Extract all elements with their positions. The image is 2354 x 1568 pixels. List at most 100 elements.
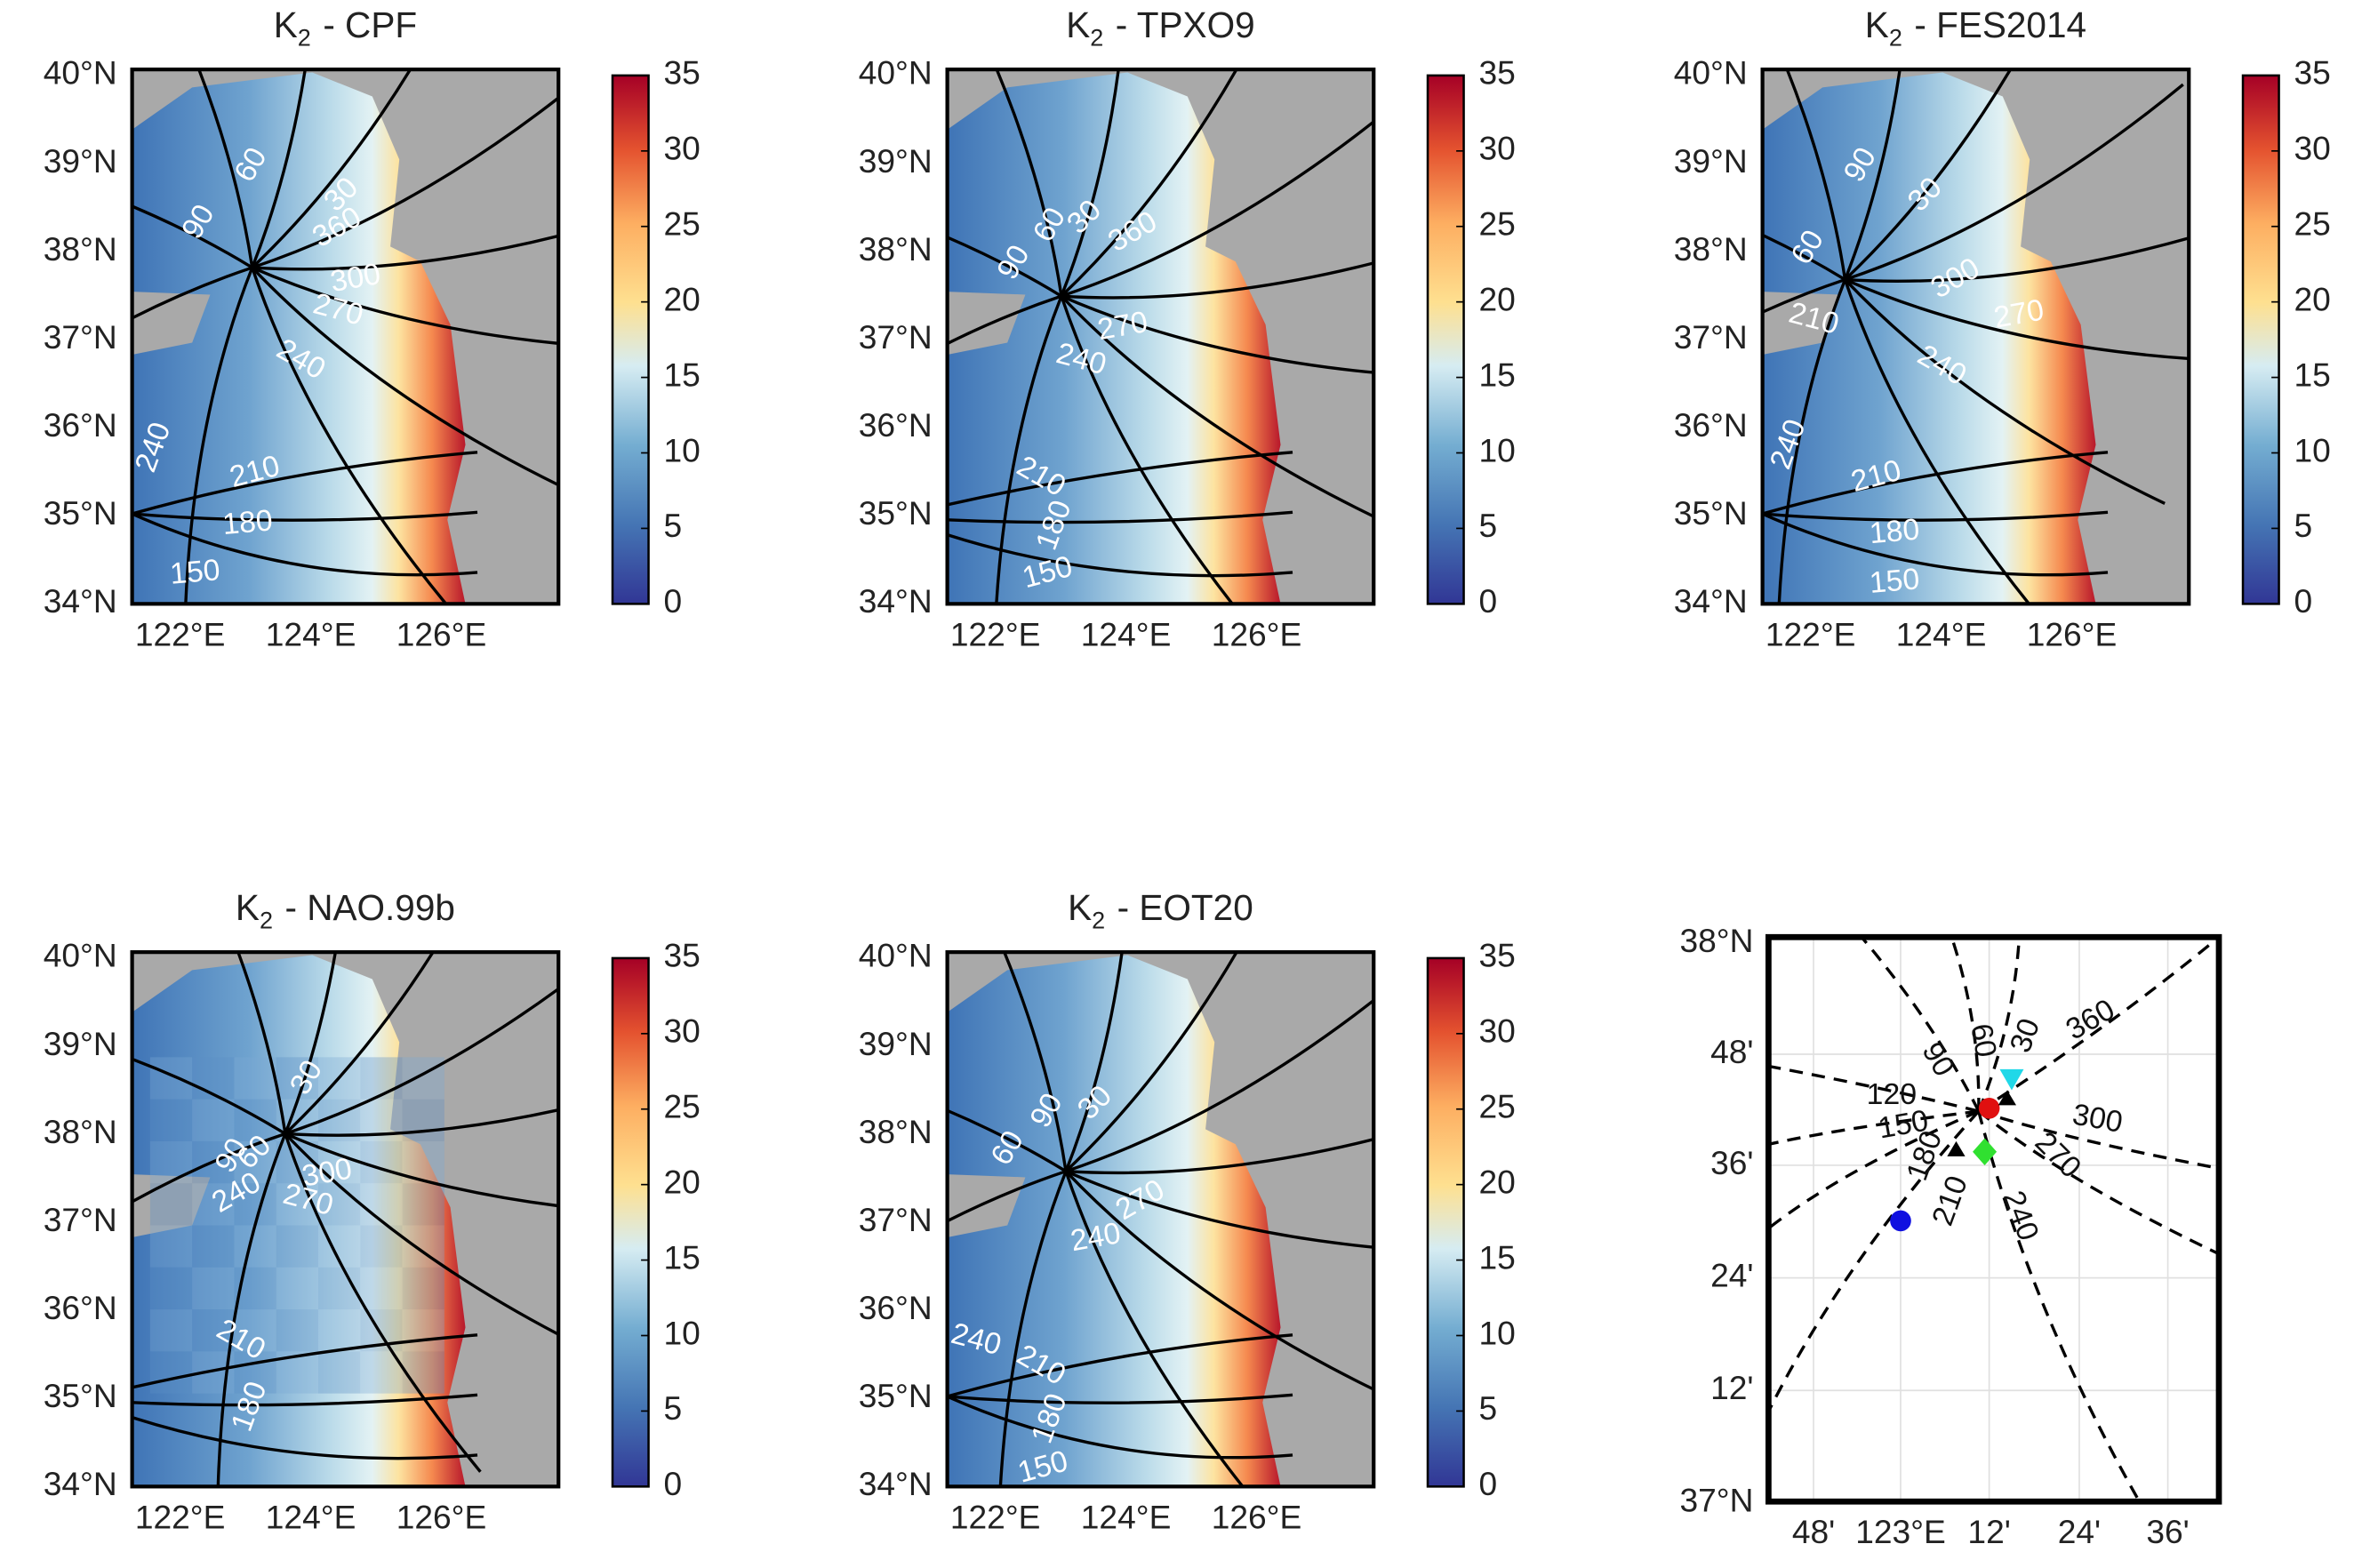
- lat-label: 38°N: [859, 230, 933, 268]
- colorbar-tick-label: 15: [1478, 356, 1515, 393]
- lat-label: 35°N: [859, 494, 933, 532]
- cotidal-line: [1844, 83, 2184, 282]
- lat-label: 36°N: [859, 406, 933, 444]
- colorbar-tick-label: 10: [1478, 1314, 1515, 1351]
- cotidal-line: [947, 510, 1293, 524]
- cotidal-line: [132, 266, 253, 320]
- colorbar-tick-label: 15: [1478, 1238, 1515, 1276]
- colorbar-tick-label: 30: [1478, 1012, 1515, 1050]
- cotidal-line: [284, 1132, 482, 1473]
- cotidal-line: [1762, 277, 1846, 315]
- panel-title: K2 - FES2014: [1865, 4, 2086, 52]
- colorbar-tick-label: 20: [1478, 280, 1515, 317]
- lat-label: 37°N: [44, 318, 117, 356]
- lat-label: 36°N: [859, 1289, 933, 1326]
- colorbar-tick-label: 35: [1478, 54, 1515, 92]
- inset-lat-label: 48': [1710, 1033, 1753, 1070]
- colorbar-tick-label: 5: [2294, 507, 2312, 544]
- title-base: K: [1066, 4, 1090, 45]
- lon-label: 126°E: [396, 1498, 487, 1535]
- lat-label: 39°N: [859, 1025, 933, 1062]
- lat-label: 40°N: [859, 937, 933, 974]
- title-base: K: [1865, 4, 1889, 45]
- cotidal-line: [284, 1132, 559, 1337]
- lat-label: 35°N: [44, 494, 117, 532]
- inset-cotidal: [1977, 1109, 2220, 1256]
- panel-title: K2 - CPF: [274, 4, 417, 52]
- cotidal-line: [998, 1171, 1068, 1487]
- cotidal-line: [947, 1170, 1067, 1223]
- cotidal-line: [1060, 295, 1235, 604]
- colorbar-tick-label: 30: [663, 130, 700, 167]
- colorbar-tick-label: 35: [1478, 937, 1515, 974]
- model-cell: [276, 1309, 319, 1352]
- colorbar: [611, 956, 650, 1488]
- lat-label: 37°N: [1674, 318, 1748, 356]
- cotidal-line: [1065, 1137, 1374, 1175]
- model-cell: [276, 1225, 319, 1268]
- inset-cotidal: [1860, 937, 1981, 1112]
- cotidal-line: [947, 1393, 1293, 1404]
- inset-contour-label: 60: [1964, 1021, 2003, 1060]
- colorbar: [611, 74, 650, 605]
- lon-label: 126°E: [2027, 615, 2118, 652]
- station-cyan: [1999, 1068, 2024, 1091]
- colorbar: [1426, 74, 1465, 605]
- lat-label: 34°N: [44, 582, 117, 620]
- model-cell: [234, 1057, 276, 1100]
- cotidal-line: [252, 96, 559, 269]
- colorbar-tick-label: 30: [663, 1012, 700, 1050]
- cotidal-line: [132, 204, 253, 269]
- colorbar-tick-label: 35: [2294, 54, 2330, 92]
- cotidal-line: [284, 952, 436, 1135]
- model-cell: [149, 1099, 193, 1141]
- cotidal-line: [1061, 294, 1374, 374]
- colorbar-tick-label: 0: [663, 582, 682, 620]
- cotidal-line: [196, 69, 254, 268]
- lat-label: 37°N: [44, 1201, 117, 1238]
- colorbar-tick-label: 5: [663, 1389, 682, 1427]
- lat-label: 38°N: [859, 1113, 933, 1150]
- model-cell: [234, 1183, 276, 1226]
- cotidal-line: [1064, 952, 1124, 1172]
- cotidal-line: [947, 1395, 1293, 1460]
- colorbar: [2241, 74, 2280, 605]
- cotidal-line: [1844, 278, 2190, 361]
- colorbar-tick-label: 10: [1478, 431, 1515, 468]
- colorbar-tick-label: 35: [663, 937, 700, 974]
- cotidal-line: [251, 267, 448, 604]
- cotidal-line: [1762, 510, 2109, 522]
- cotidal-line: [132, 512, 478, 577]
- sea: [132, 72, 466, 604]
- colorbar-tick-label: 0: [2294, 582, 2312, 620]
- model-cell: [149, 1057, 193, 1100]
- cotidal-line: [1064, 952, 1239, 1172]
- model-cell: [234, 1099, 276, 1141]
- lon-label: 126°E: [396, 615, 487, 652]
- title-base: K: [236, 887, 260, 928]
- inset-cotidal: [1768, 1064, 1980, 1113]
- cotidal-line: [1762, 233, 1846, 282]
- lon-label: 122°E: [950, 615, 1041, 652]
- model-cell: [402, 1351, 444, 1394]
- map-frame: [130, 68, 561, 606]
- title-rest: - TPXO9: [1116, 4, 1255, 45]
- model-cell: [360, 1057, 403, 1100]
- title-sub: 2: [1889, 25, 1902, 52]
- model-cell: [360, 1183, 403, 1226]
- model-cell: [192, 1309, 235, 1352]
- lon-label: 122°E: [135, 615, 226, 652]
- model-cell: [234, 1351, 276, 1394]
- cotidal-line: [252, 234, 559, 271]
- title-sub: 2: [260, 908, 273, 934]
- colorbar-tick-label: 25: [1478, 205, 1515, 243]
- cotidal-line: [995, 69, 1063, 297]
- inset-contour-label: 120: [1867, 1077, 1917, 1111]
- cotidal-line: [252, 266, 559, 346]
- lat-label: 35°N: [1674, 494, 1748, 532]
- lat-label: 40°N: [1674, 54, 1748, 92]
